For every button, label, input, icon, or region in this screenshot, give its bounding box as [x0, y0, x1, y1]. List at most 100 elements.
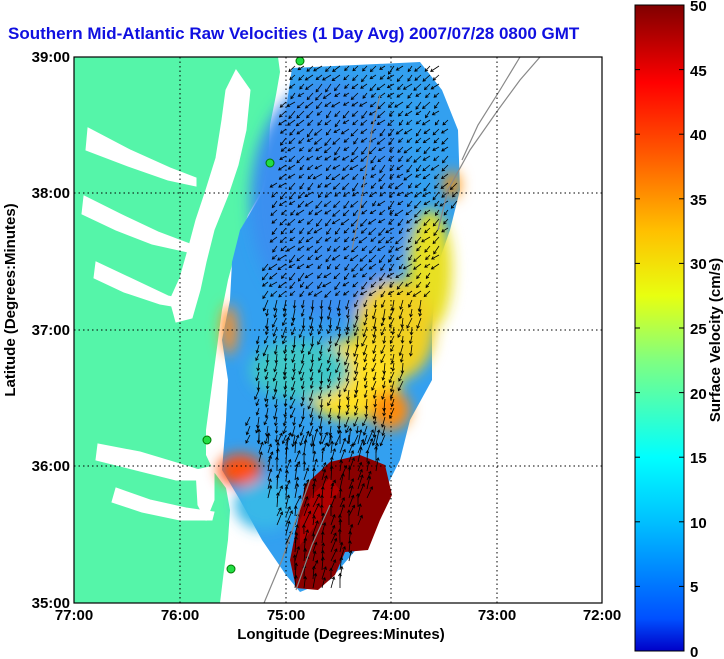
velocity-arrow: [276, 511, 284, 526]
velocity-arrow: [344, 65, 350, 72]
velocity-arrow: [335, 362, 341, 374]
velocity-arrow: [368, 146, 377, 155]
velocity-arrow: [313, 290, 323, 297]
velocity-arrow: [309, 380, 314, 389]
velocity-arrow: [352, 119, 359, 126]
velocity-arrow: [300, 371, 305, 382]
velocity-arrow: [330, 548, 338, 562]
velocity-arrow: [303, 547, 308, 562]
velocity-arrow: [335, 317, 341, 331]
velocity-arrow: [343, 74, 350, 81]
velocity-arrow: [326, 362, 332, 372]
velocity-arrow: [299, 182, 305, 190]
velocity-arrow: [343, 227, 350, 234]
velocity-arrow: [327, 434, 332, 448]
velocity-arrow: [277, 164, 287, 171]
velocity-arrow: [372, 317, 377, 330]
velocity-arrow: [272, 326, 278, 337]
velocity-arrow: [353, 344, 359, 357]
velocity-arrow: [312, 493, 321, 508]
velocity-arrow: [441, 146, 449, 152]
velocity-arrow: [372, 389, 377, 399]
velocity-arrow: [327, 389, 332, 398]
velocity-arrow: [398, 119, 404, 126]
velocity-arrow: [286, 101, 296, 107]
velocity-arrow: [324, 119, 332, 126]
velocity-arrow: [295, 209, 305, 216]
velocity-arrow: [415, 173, 422, 178]
grid-lines: [74, 57, 602, 603]
velocity-arrow: [255, 344, 260, 354]
velocity-arrow: [332, 164, 341, 170]
velocity-arrow: [387, 65, 395, 75]
velocity-arrow: [289, 254, 296, 264]
velocity-arrow: [406, 218, 413, 224]
velocity-arrow: [333, 128, 341, 133]
velocity-arrow: [307, 290, 314, 296]
velocity-arrow: [380, 317, 386, 327]
velocity-arrow: [379, 164, 386, 174]
velocity-arrow: [273, 335, 278, 344]
velocity-arrow: [331, 218, 341, 225]
velocity-arrow: [352, 173, 359, 181]
velocity-arrow: [324, 290, 332, 298]
velocity-arrow: [298, 362, 305, 375]
velocity-arrow: [344, 263, 350, 271]
velocity-arrow: [317, 326, 323, 335]
velocity-arrow: [378, 227, 386, 236]
velocity-arrow: [292, 362, 296, 373]
velocity-arrow: [294, 495, 302, 508]
velocity-arrow: [357, 429, 363, 445]
velocity-arrow: [293, 574, 298, 589]
velocity-arrow: [395, 272, 404, 279]
velocity-arrow: [415, 137, 422, 144]
velocity-arrow: [277, 254, 287, 261]
velocity-arrow: [279, 236, 287, 244]
velocity-arrow: [334, 434, 341, 447]
velocity-arrow: [326, 353, 332, 364]
velocity-arrow: [339, 448, 346, 463]
velocity-arrow: [350, 200, 359, 208]
velocity-arrow: [245, 425, 251, 436]
velocity-arrow: [334, 236, 341, 243]
velocity-arrow: [339, 464, 348, 481]
velocity-arrow: [298, 74, 305, 81]
velocity-arrow: [299, 290, 305, 298]
lat-ticks: 39:00 38:00 37:00 36:00 35:00: [32, 49, 70, 612]
velocity-arrow: [307, 173, 314, 180]
velocity-arrow: [336, 299, 341, 312]
velocity-arrow: [299, 227, 305, 235]
velocity-arrow: [307, 398, 314, 410]
velocity-arrow: [281, 335, 287, 345]
velocity-arrow: [312, 502, 320, 517]
velocity-arrow: [288, 110, 296, 120]
velocity-arrow: [285, 494, 291, 508]
velocity-arrow: [279, 191, 287, 200]
velocity-arrow: [372, 344, 377, 355]
x-axis-label: Longitude (Degrees:Minutes): [237, 626, 445, 643]
velocity-arrow: [273, 362, 278, 373]
velocity-arrow: [320, 531, 325, 544]
velocity-arrow: [306, 137, 314, 142]
velocity-arrow: [280, 146, 287, 152]
velocity-arrow: [360, 74, 368, 83]
velocity-arrow: [345, 425, 350, 434]
velocity-arrow: [423, 200, 431, 205]
velocity-arrow: [353, 137, 359, 145]
velocity-arrow: [397, 380, 404, 392]
velocity-arrow: [319, 425, 323, 437]
velocity-arrow: [273, 299, 278, 312]
velocity-arrow: [300, 308, 305, 317]
velocity-arrow: [354, 299, 359, 308]
velocity-arrow: [306, 155, 314, 161]
velocity-arrow: [271, 227, 278, 236]
velocity-vectors: [245, 65, 458, 589]
velocity-arrow: [378, 254, 386, 264]
velocity-arrow: [363, 317, 368, 326]
velocity-arrow: [272, 389, 278, 400]
velocity-arrow: [409, 326, 414, 336]
velocity-arrow: [325, 83, 332, 93]
velocity-arrow: [362, 434, 368, 446]
velocity-arrow: [441, 164, 449, 172]
velocity-arrow: [443, 209, 449, 216]
